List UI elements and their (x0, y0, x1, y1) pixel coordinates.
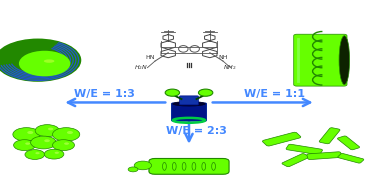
FancyBboxPatch shape (307, 152, 342, 160)
Circle shape (25, 143, 30, 145)
Circle shape (44, 149, 64, 159)
Circle shape (64, 143, 69, 145)
FancyBboxPatch shape (338, 153, 364, 163)
FancyBboxPatch shape (262, 132, 301, 146)
Circle shape (36, 152, 40, 154)
Circle shape (44, 139, 50, 142)
Circle shape (14, 140, 36, 151)
FancyBboxPatch shape (149, 158, 229, 174)
Circle shape (13, 128, 40, 141)
Text: W/E = 1:1: W/E = 1:1 (243, 89, 305, 99)
Text: $H_2N$: $H_2N$ (134, 63, 148, 72)
FancyBboxPatch shape (338, 136, 359, 150)
FancyBboxPatch shape (282, 154, 309, 167)
Ellipse shape (339, 36, 350, 85)
Text: W/E = 1:3: W/E = 1:3 (73, 89, 135, 99)
Circle shape (53, 140, 74, 151)
Circle shape (134, 161, 152, 170)
Circle shape (25, 150, 45, 159)
Circle shape (27, 131, 33, 134)
FancyBboxPatch shape (172, 103, 206, 121)
FancyBboxPatch shape (180, 96, 198, 105)
Text: $NH_2$: $NH_2$ (223, 63, 237, 72)
Circle shape (128, 167, 138, 172)
Circle shape (55, 152, 59, 154)
FancyBboxPatch shape (319, 128, 340, 144)
Circle shape (19, 51, 70, 76)
FancyBboxPatch shape (294, 34, 347, 86)
Circle shape (53, 128, 80, 141)
Circle shape (198, 89, 213, 96)
Circle shape (31, 136, 56, 149)
Text: HN: HN (146, 55, 155, 60)
Text: NH: NH (218, 55, 228, 60)
Circle shape (0, 39, 81, 82)
Circle shape (48, 128, 53, 130)
Ellipse shape (173, 102, 205, 106)
Ellipse shape (44, 59, 54, 63)
Circle shape (165, 89, 180, 96)
Circle shape (67, 131, 73, 134)
Circle shape (35, 125, 59, 137)
FancyBboxPatch shape (286, 144, 322, 155)
Text: W/E = 2:3: W/E = 2:3 (166, 126, 227, 136)
